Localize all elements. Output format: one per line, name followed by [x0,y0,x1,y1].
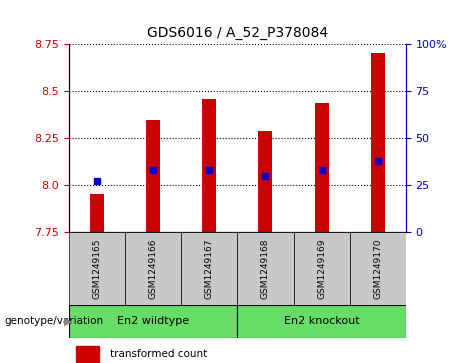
Bar [237,232,294,305]
Bar [69,232,125,305]
Bar [259,131,272,232]
Bar [294,232,349,305]
Text: genotype/variation: genotype/variation [5,316,104,326]
Title: GDS6016 / A_52_P378084: GDS6016 / A_52_P378084 [147,26,328,40]
Text: GSM1249169: GSM1249169 [317,238,326,299]
Text: GSM1249168: GSM1249168 [261,238,270,299]
Text: GSM1249165: GSM1249165 [93,238,102,299]
Bar [69,305,237,338]
Bar [146,120,160,232]
Bar [237,305,406,338]
Text: ▶: ▶ [64,316,72,326]
Bar [371,53,384,232]
Text: En2 knockout: En2 knockout [284,316,360,326]
Bar [349,232,406,305]
Bar [76,346,100,362]
Text: GSM1249167: GSM1249167 [205,238,214,299]
Text: En2 wildtype: En2 wildtype [117,316,189,326]
Bar [181,232,237,305]
Bar [314,103,329,232]
Bar [202,99,216,232]
Text: GSM1249166: GSM1249166 [149,238,158,299]
Bar [125,232,181,305]
Bar [90,194,104,232]
Text: transformed count: transformed count [110,350,207,359]
Text: GSM1249170: GSM1249170 [373,238,382,299]
